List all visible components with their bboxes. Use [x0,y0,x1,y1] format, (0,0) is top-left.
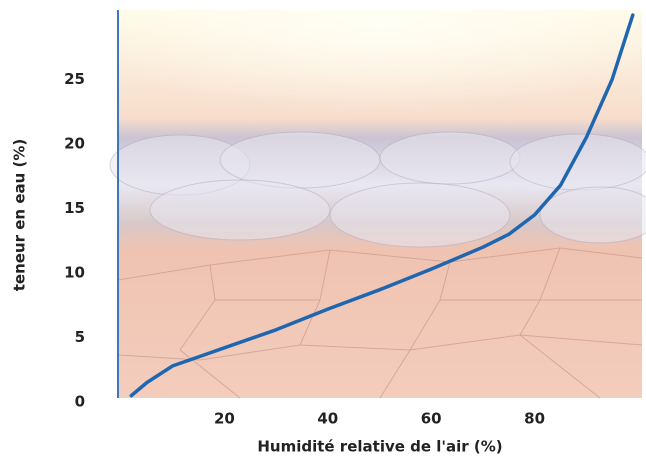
y-tick-label: 10 [64,264,85,282]
background-illustration [110,10,646,398]
x-tick-label: 80 [524,410,545,428]
y-tick-label: 0 [75,393,85,411]
y-tick-label: 5 [75,328,85,346]
x-tick-label: 20 [214,410,235,428]
x-tick-label: 60 [421,410,442,428]
x-tick-label: 40 [317,410,338,428]
y-axis-label: teneur en eau (%) [11,139,29,292]
y-tick-label: 25 [64,70,85,88]
y-tick-label: 15 [64,199,85,217]
x-axis-label: Humidité relative de l'air (%) [257,438,502,456]
y-tick-label: 20 [64,135,85,153]
chart: teneur en eau (%) Humidité relative de l… [0,0,646,459]
